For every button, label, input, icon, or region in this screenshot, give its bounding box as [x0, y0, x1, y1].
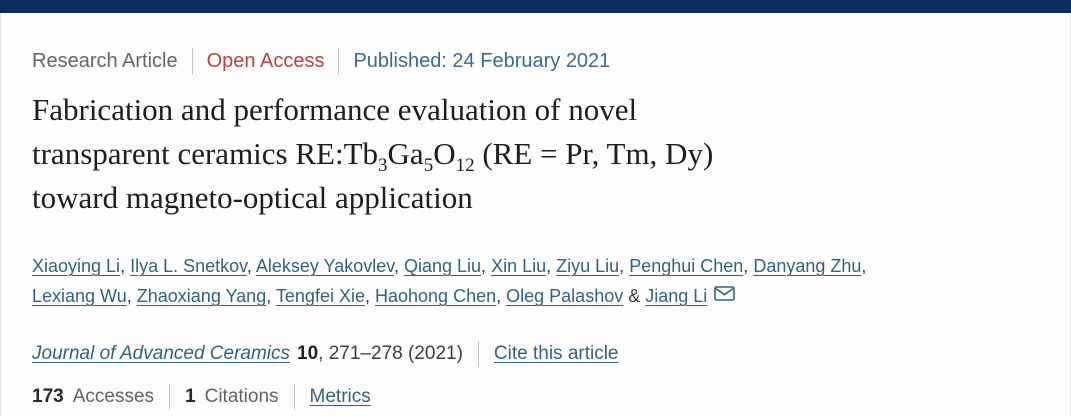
author-link[interactable]: Ilya L. Snetkov	[130, 256, 247, 276]
metrics-link[interactable]: Metrics	[309, 386, 371, 407]
author-link[interactable]: Xin Liu	[491, 256, 547, 276]
article-meta: Research Article Open Access Published: …	[32, 48, 1042, 75]
author-ampersand: &	[628, 286, 641, 306]
title-text: toward magneto-optical application	[32, 180, 473, 215]
author-separator: ,	[861, 256, 867, 276]
title-text: transparent ceramics RE:Tb	[32, 136, 379, 171]
author: Ziyu Liu,	[556, 256, 624, 276]
author-separator: ,	[120, 256, 126, 276]
subscript: 5	[423, 155, 434, 176]
author-link[interactable]: Aleksey Yakovlev	[255, 256, 394, 276]
top-banner	[0, 0, 1071, 13]
author: Jiang Li	[645, 286, 736, 306]
author: Xin Liu,	[491, 256, 551, 276]
author-link[interactable]: Zhaoxiang Yang	[136, 286, 267, 306]
author-list: Xiaoying Li, Ilya L. Snetkov, Aleksey Ya…	[32, 251, 992, 311]
author-separator: ,	[481, 256, 487, 276]
author-link[interactable]: Jiang Li	[645, 286, 708, 306]
divider	[338, 48, 340, 75]
author: Lexiang Wu,	[32, 286, 132, 306]
author: Penghui Chen,	[629, 256, 748, 276]
author-separator: ,	[619, 256, 625, 276]
author-link[interactable]: Oleg Palashov	[506, 286, 624, 306]
published-date: Published: 24 February 2021	[353, 50, 611, 72]
author-separator: ,	[496, 286, 502, 306]
email-author-button[interactable]	[714, 286, 736, 306]
author-link[interactable]: Qiang Liu	[403, 256, 482, 276]
author-link[interactable]: Xiaoying Li	[32, 256, 121, 276]
author-separator: ,	[546, 256, 552, 276]
citations-label: Citations	[204, 386, 279, 407]
author: Oleg Palashov	[506, 286, 623, 306]
divider	[293, 384, 295, 410]
author-separator: ,	[246, 256, 252, 276]
author: Qiang Liu,	[404, 256, 486, 276]
article-header: Research Article Open Access Published: …	[0, 13, 1071, 416]
article-metrics: 173 Accesses 1 Citations Metrics	[32, 384, 1042, 410]
journal-link[interactable]: Journal of Advanced Ceramics	[32, 343, 291, 364]
author: Aleksey Yakovlev,	[256, 256, 399, 276]
accesses-count: 173	[32, 386, 64, 407]
cite-article-link[interactable]: Cite this article	[493, 343, 619, 364]
title-text: Ga	[387, 136, 424, 171]
author-separator: ,	[393, 256, 399, 276]
title-text: O	[433, 136, 456, 171]
author: Danyang Zhu,	[753, 256, 866, 276]
accesses-label: Accesses	[72, 386, 155, 407]
author: Tengfei Xie,	[276, 286, 370, 306]
author-link[interactable]: Ziyu Liu	[556, 256, 620, 276]
author: Haohong Chen,	[375, 286, 501, 306]
author-link[interactable]: Tengfei Xie	[275, 286, 365, 306]
envelope-icon	[714, 286, 736, 301]
divider	[191, 48, 193, 75]
author-separator: ,	[266, 286, 272, 306]
author: Zhaoxiang Yang,	[137, 286, 271, 306]
open-access-label: Open Access	[206, 50, 325, 72]
citations-count: 1	[185, 386, 196, 407]
article-type-label: Research Article	[32, 50, 178, 72]
subscript: 12	[455, 155, 475, 176]
author-separator: ,	[364, 286, 370, 306]
author-link[interactable]: Lexiang Wu	[32, 286, 127, 306]
author-link[interactable]: Haohong Chen	[375, 286, 497, 306]
divider	[477, 341, 479, 367]
journal-citation: Journal of Advanced Ceramics 10, 271–278…	[32, 341, 1042, 367]
title-text: Fabrication and performance evaluation o…	[32, 92, 638, 127]
title-text: (RE = Pr, Tm, Dy)	[474, 136, 714, 171]
author-separator: ,	[743, 256, 749, 276]
divider	[169, 384, 171, 410]
journal-volume: 10	[297, 343, 319, 364]
author: Xiaoying Li,	[32, 256, 125, 276]
article-title: Fabrication and performance evaluation o…	[32, 88, 1012, 220]
author: Ilya L. Snetkov,	[130, 256, 252, 276]
subscript: 3	[378, 155, 388, 176]
author-separator: ,	[126, 286, 132, 306]
author-link[interactable]: Danyang Zhu	[753, 256, 862, 276]
journal-pages: , 271–278 (2021)	[318, 343, 463, 364]
author-link[interactable]: Penghui Chen	[629, 256, 744, 276]
